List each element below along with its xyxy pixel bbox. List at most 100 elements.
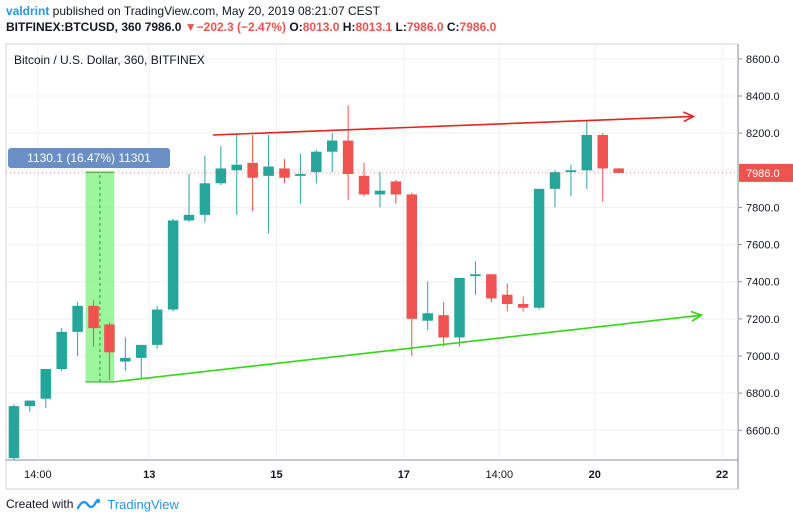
candle-up xyxy=(295,153,306,204)
close-value: 7986.0 xyxy=(459,20,497,34)
open-label: O: xyxy=(289,20,303,34)
candle-up xyxy=(311,149,322,184)
candle-body xyxy=(311,151,322,173)
candles-group xyxy=(8,105,624,460)
candle-down xyxy=(279,159,290,184)
footer: Created with TradingView xyxy=(6,496,179,512)
price-change: −202.3 (−2.47%) xyxy=(196,20,287,34)
author-name[interactable]: valdrint xyxy=(6,4,50,18)
candle-down xyxy=(517,296,529,312)
candle-down xyxy=(486,274,497,303)
candle-up xyxy=(40,369,52,408)
symbol-line: BITFINEX:BTCUSD, 360 7986.0 ▼−202.3 (−2.… xyxy=(6,19,496,35)
open-value: 8013.0 xyxy=(302,20,340,34)
y-tick-label: 7400.0 xyxy=(746,277,780,289)
candle-up xyxy=(549,170,561,208)
y-tick-label: 7000.0 xyxy=(746,351,780,363)
candle-body xyxy=(374,190,386,195)
candle-body xyxy=(40,369,52,399)
y-tick-label: 6600.0 xyxy=(746,425,780,437)
candle-up xyxy=(581,120,593,189)
candle-body xyxy=(263,166,274,176)
candle-up xyxy=(8,404,20,460)
candle-body xyxy=(8,406,20,459)
time-axis[interactable]: 14:00 13 15 17 14:00 20 22 xyxy=(24,469,728,481)
y-tick-label: 8400.0 xyxy=(746,91,780,103)
candle-body xyxy=(183,214,195,221)
y-tick-label: 7800.0 xyxy=(746,202,780,214)
candle-up xyxy=(151,305,163,349)
candle-down xyxy=(406,192,418,356)
x-tick-label: 15 xyxy=(270,469,282,481)
candle-body xyxy=(358,175,370,195)
candle-body xyxy=(279,168,290,178)
tradingview-brand[interactable]: TradingView xyxy=(107,496,179,512)
x-tick-label: 13 xyxy=(143,469,155,481)
price-range-measure[interactable]: 1130.1 (16.47%) 11301 xyxy=(8,148,170,383)
candle-body xyxy=(215,168,227,184)
y-tick-label: 6800.0 xyxy=(746,388,780,400)
candle-down xyxy=(613,167,624,173)
candle-up xyxy=(120,337,131,371)
chart-header: valdrint published on TradingView.com, M… xyxy=(6,3,496,35)
candle-down xyxy=(342,105,354,200)
candle-body xyxy=(533,188,545,308)
candle-body xyxy=(565,170,577,173)
resistance-trendline-line xyxy=(212,115,694,136)
candle-body xyxy=(517,304,529,308)
y-tick-label: 7600.0 xyxy=(746,240,780,252)
candle-up xyxy=(215,146,227,186)
plot-frame xyxy=(5,43,739,490)
symbol-label: BITFINEX:BTCUSD, 360 xyxy=(6,20,142,34)
candle-body xyxy=(422,313,433,321)
candle-body xyxy=(613,168,624,173)
measure-label-box xyxy=(8,148,170,168)
candle-body xyxy=(581,135,593,171)
candle-body xyxy=(454,278,465,338)
candle-body xyxy=(247,162,258,178)
x-tick-label: 20 xyxy=(589,469,601,481)
x-tick-label: 17 xyxy=(398,469,410,481)
price-axis[interactable]: 6600.0 6800.0 7000.0 7200.0 7400.0 7600.0 7800… xyxy=(738,54,793,437)
y-tick-label: 7200.0 xyxy=(746,314,780,326)
tradingview-logo-icon xyxy=(77,498,101,510)
candle-down xyxy=(597,133,608,202)
candle-body xyxy=(231,164,242,171)
candle-down xyxy=(502,283,513,312)
candle-body xyxy=(56,331,67,369)
candle-up xyxy=(263,135,274,234)
current-price-label: 7986.0 xyxy=(746,168,780,180)
candle-body xyxy=(406,194,418,319)
candle-down xyxy=(88,300,99,347)
candle-body xyxy=(120,357,131,362)
candle-body xyxy=(151,309,163,345)
candle-body xyxy=(199,183,211,215)
chart-title: Bitcoin / U.S. Dollar, 360, BITFINEX xyxy=(14,53,205,67)
candle-body xyxy=(438,315,449,338)
created-with-label: Created with xyxy=(6,497,74,511)
trendlines[interactable] xyxy=(6,111,738,383)
candle-body xyxy=(597,135,608,169)
candle-down xyxy=(438,302,449,347)
candle-up xyxy=(56,328,67,371)
candle-body xyxy=(88,305,99,329)
candle-up xyxy=(72,302,83,356)
support-trendline-line xyxy=(112,314,702,383)
candle-body xyxy=(136,344,147,358)
y-tick-label: 8200.0 xyxy=(746,128,780,140)
candle-body xyxy=(390,181,402,195)
low-label: L: xyxy=(395,20,407,34)
candle-up xyxy=(422,281,433,330)
candle-body xyxy=(104,324,115,353)
candle-body xyxy=(342,140,354,174)
low-value: 7986.0 xyxy=(406,20,444,34)
candle-body xyxy=(326,140,338,152)
last-price: 7986.0 xyxy=(144,20,182,34)
candle-body xyxy=(486,274,497,299)
candle-up xyxy=(136,344,147,379)
candle-body xyxy=(167,220,179,310)
high-value: 8013.1 xyxy=(355,20,393,34)
measure-label-text: 1130.1 (16.47%) 11301 xyxy=(27,151,151,165)
down-arrow-icon: ▼ xyxy=(184,20,197,34)
